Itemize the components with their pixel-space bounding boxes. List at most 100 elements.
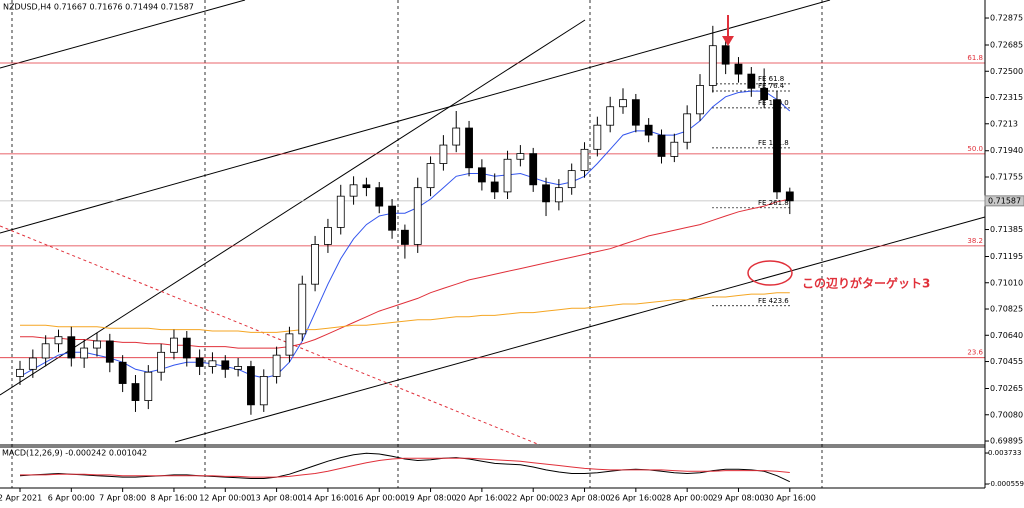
candle-body bbox=[105, 340, 114, 363]
candle-body bbox=[619, 99, 627, 108]
fe-label: FE 100.0 bbox=[758, 99, 789, 107]
candle-body bbox=[157, 351, 166, 373]
x-tick-label: 13 Apr 08:00 bbox=[251, 494, 303, 503]
candle-body bbox=[593, 124, 602, 150]
candle-body bbox=[298, 283, 307, 335]
last-price-box bbox=[984, 195, 1024, 207]
candle-body bbox=[170, 337, 178, 353]
candle-body bbox=[426, 163, 435, 189]
x-tick-label: 29 Apr 08:00 bbox=[712, 494, 764, 503]
macd-line bbox=[19, 452, 791, 483]
candle-body bbox=[503, 158, 512, 193]
y-tick-label: 0.70080 bbox=[990, 410, 1023, 419]
macd-y-tick-label: 0.003733 bbox=[988, 449, 1021, 457]
down-arrow bbox=[722, 15, 734, 46]
x-tick-label: 16 Apr 00:00 bbox=[353, 494, 405, 503]
y-tick-label: 0.71385 bbox=[990, 225, 1023, 234]
fib-label: 50.0 bbox=[967, 145, 983, 153]
candle-body bbox=[16, 368, 24, 377]
candle-body bbox=[336, 195, 345, 228]
trendlines bbox=[0, 0, 986, 446]
y-tick-label: 0.71010 bbox=[990, 278, 1023, 287]
candle-body bbox=[285, 333, 294, 356]
y-tick-label: 0.7213 bbox=[990, 119, 1018, 128]
y-tick-label: 0.70640 bbox=[990, 331, 1023, 340]
candle-body bbox=[529, 153, 538, 186]
candle-body bbox=[554, 187, 563, 203]
candle-body bbox=[452, 127, 461, 146]
x-tick-label: 8 Apr 16:00 bbox=[150, 494, 197, 503]
candle-body bbox=[208, 360, 217, 367]
candle-body bbox=[28, 357, 37, 370]
candle-body bbox=[182, 337, 191, 359]
y-tick-label: 0.71195 bbox=[990, 252, 1023, 261]
candle-body bbox=[118, 361, 127, 384]
y-tick-label: 0.72685 bbox=[990, 40, 1023, 49]
last-price-label: 0.71587 bbox=[988, 196, 1021, 205]
candle-body bbox=[221, 360, 230, 370]
candle-body bbox=[721, 45, 730, 65]
annotation: この辺りがターゲット3 bbox=[802, 276, 930, 291]
y-tick-label: 0.71755 bbox=[990, 173, 1023, 182]
candle-body bbox=[311, 244, 319, 285]
x-tick-label: 23 Apr 08:00 bbox=[558, 494, 610, 503]
x-tick-label: 12 Apr 00:00 bbox=[199, 494, 251, 503]
candle-body bbox=[542, 184, 550, 203]
symbol-header: NZDUSD,H4 0.71667 0.71676 0.71494 0.7158… bbox=[3, 3, 194, 12]
target-circle bbox=[747, 260, 793, 286]
plot bbox=[0, 25, 985, 415]
candle-body bbox=[760, 87, 769, 101]
x-tick-label: 28 Apr 00:00 bbox=[661, 494, 713, 503]
candle-body bbox=[734, 63, 743, 75]
moving-average bbox=[20, 198, 790, 349]
candle-body bbox=[93, 340, 101, 349]
candle-body bbox=[465, 127, 473, 169]
candle-body bbox=[439, 144, 448, 164]
candle-body bbox=[234, 366, 243, 370]
x-tick-label: 19 Apr 08:00 bbox=[404, 494, 456, 503]
candle-body bbox=[324, 226, 332, 245]
x-tick-label: 26 Apr 16:00 bbox=[610, 494, 662, 503]
candle-body bbox=[490, 181, 499, 193]
x-tick-label: 6 Apr 00:00 bbox=[48, 494, 95, 503]
x-tick-label: 22 Apr 00:00 bbox=[507, 494, 559, 503]
candle-body bbox=[400, 229, 409, 245]
candle-body bbox=[606, 106, 615, 126]
candle-body bbox=[413, 187, 422, 245]
candle-body bbox=[349, 184, 358, 197]
moving-average bbox=[20, 292, 790, 333]
candle-body bbox=[272, 354, 281, 377]
y-tick-label: 0.70265 bbox=[990, 384, 1023, 393]
y-tick-label: 0.72875 bbox=[990, 14, 1023, 23]
candle-body bbox=[362, 184, 371, 189]
fe-label: FE 423.6 bbox=[758, 297, 789, 305]
y-tick-label: 0.70455 bbox=[990, 357, 1023, 366]
x-tick-label: 30 Apr 16:00 bbox=[764, 494, 816, 503]
fib-label: 23.6 bbox=[967, 349, 983, 357]
candle-body bbox=[567, 170, 576, 189]
candle-body bbox=[644, 124, 653, 136]
fe-label: FE 161.8 bbox=[758, 139, 789, 147]
candle-body bbox=[247, 366, 255, 406]
candle-body bbox=[80, 347, 89, 359]
fib-label: 38.2 bbox=[967, 237, 983, 245]
candle-body bbox=[670, 141, 679, 157]
fe-label: FE 76.4 bbox=[758, 82, 785, 90]
candle-body bbox=[41, 343, 50, 359]
fe-label: FE 61.8 bbox=[758, 75, 784, 83]
candle-body bbox=[144, 371, 153, 401]
fib-label: 61.8 bbox=[967, 54, 983, 62]
x-tick-label: 14 Apr 16:00 bbox=[302, 494, 354, 503]
x-tick-label: 7 Apr 08:00 bbox=[99, 494, 146, 503]
candle-body bbox=[696, 85, 704, 115]
candle-body bbox=[54, 336, 63, 345]
candle-body bbox=[631, 99, 640, 126]
y-tick-label: 0.72500 bbox=[990, 67, 1023, 76]
candle-body bbox=[785, 191, 794, 202]
macd-y-tick-label: -0.000559 bbox=[988, 480, 1024, 488]
y-tick-label: 0.72315 bbox=[990, 93, 1023, 102]
macd-title: MACD(12,26,9) -0.000242 0.001042 bbox=[2, 449, 147, 458]
candle-body bbox=[657, 134, 666, 157]
